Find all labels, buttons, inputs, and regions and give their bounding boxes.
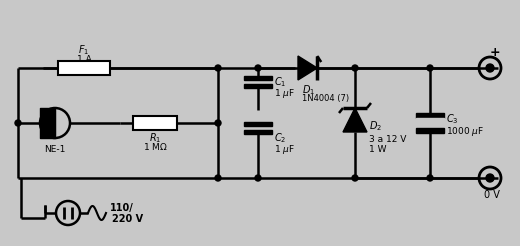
- Text: $C_1$: $C_1$: [274, 75, 287, 89]
- Text: $F_1$: $F_1$: [79, 43, 89, 57]
- Bar: [416, 128, 444, 133]
- Text: $D_1$: $D_1$: [302, 83, 315, 97]
- Text: 3 a 12 V: 3 a 12 V: [369, 135, 406, 143]
- Bar: [244, 122, 272, 126]
- Circle shape: [215, 120, 221, 126]
- Text: 220 V: 220 V: [112, 214, 143, 224]
- Text: 1N4004 (7): 1N4004 (7): [302, 94, 349, 104]
- Circle shape: [427, 175, 433, 181]
- Bar: [133, 116, 177, 130]
- Polygon shape: [343, 108, 367, 132]
- Text: 1 W: 1 W: [369, 144, 386, 154]
- Bar: [416, 113, 444, 118]
- Circle shape: [215, 65, 221, 71]
- Text: 1 M$\Omega$: 1 M$\Omega$: [142, 140, 167, 152]
- Text: $R_1$: $R_1$: [149, 131, 161, 145]
- Bar: [244, 84, 272, 88]
- Text: +: +: [490, 46, 500, 59]
- Circle shape: [486, 174, 494, 182]
- Text: $C_2$: $C_2$: [274, 131, 287, 145]
- Bar: [244, 130, 272, 134]
- Circle shape: [255, 65, 261, 71]
- Polygon shape: [298, 56, 317, 80]
- Circle shape: [486, 64, 494, 72]
- Text: 1 A: 1 A: [76, 55, 92, 63]
- Bar: [18, 20, 498, 198]
- Bar: [244, 76, 272, 80]
- Text: $D_2$: $D_2$: [369, 119, 382, 133]
- Text: NE-1: NE-1: [44, 145, 66, 154]
- Circle shape: [352, 65, 358, 71]
- Text: 110/: 110/: [110, 203, 134, 213]
- Text: 1 $\mu$F: 1 $\mu$F: [274, 87, 295, 99]
- Bar: [416, 118, 444, 128]
- Circle shape: [255, 175, 261, 181]
- Circle shape: [15, 120, 21, 126]
- Text: 0 V: 0 V: [484, 190, 500, 200]
- Bar: [58, 61, 110, 75]
- Text: 1000 $\mu$F: 1000 $\mu$F: [446, 125, 484, 138]
- Circle shape: [352, 175, 358, 181]
- Circle shape: [215, 175, 221, 181]
- Text: $C_3$: $C_3$: [446, 112, 459, 126]
- Circle shape: [427, 65, 433, 71]
- Text: 1 $\mu$F: 1 $\mu$F: [274, 142, 295, 155]
